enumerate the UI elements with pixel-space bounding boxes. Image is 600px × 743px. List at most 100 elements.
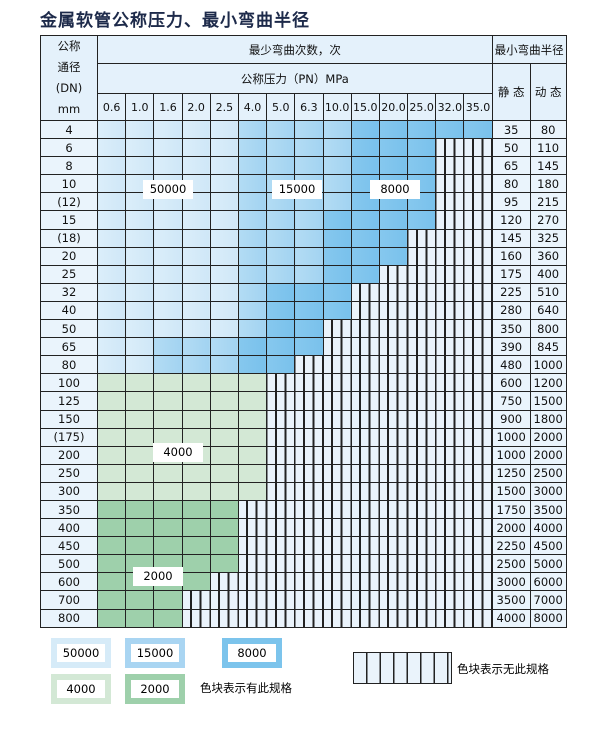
static-radius-cell: 225 (491, 282, 531, 302)
no-spec-cell (435, 192, 465, 212)
no-spec-cell (266, 572, 296, 592)
spec-cell-50000 (209, 246, 239, 266)
no-spec-cell (378, 572, 409, 592)
spec-cell-50000 (181, 156, 211, 176)
dynamic-radius-cell: 800 (529, 319, 567, 339)
no-spec-cell (378, 319, 409, 339)
spec-cell-2000 (181, 536, 211, 556)
spec-cell-8000 (322, 282, 352, 302)
spec-cell-50000 (96, 156, 127, 176)
no-spec-cell (463, 427, 493, 447)
spec-cell-15000 (266, 264, 296, 284)
no-spec-cell (407, 319, 437, 339)
table-row: 100 600 1200 (40, 373, 567, 393)
spec-cell-15000 (181, 337, 211, 357)
spec-cell-2000 (209, 554, 239, 574)
no-spec-cell (237, 608, 268, 628)
static-header: 静 态 (491, 63, 531, 121)
legend-2000: 2000 (125, 674, 185, 704)
spec-cell-50000 (125, 355, 155, 375)
dynamic-radius-cell: 180 (529, 174, 567, 194)
no-spec-cell (463, 590, 493, 610)
spec-cell-8000 (378, 228, 409, 248)
no-spec-cell (350, 409, 380, 429)
dn-header-line: (DN) (55, 81, 83, 95)
spec-cell-8000 (322, 210, 352, 230)
no-spec-cell (407, 264, 437, 284)
no-spec-cell (350, 319, 380, 339)
spec-cell-4000 (96, 481, 127, 501)
region-label-2000: 2000 (133, 567, 183, 586)
dn-cell: 32 (40, 282, 98, 302)
table-row: 125 750 1500 (40, 391, 567, 411)
legend-50000: 50000 (51, 638, 111, 668)
spec-cell-4000 (209, 445, 239, 465)
spec-cell-2000 (125, 590, 155, 610)
dynamic-radius-cell: 2000 (529, 445, 567, 465)
spec-cell-50000 (153, 156, 183, 176)
spec-cell-8000 (266, 282, 296, 302)
spec-cell-4000 (237, 481, 268, 501)
dn-cell: 200 (40, 445, 98, 465)
legend-has-spec-text: 色块表示有此规格 (200, 681, 292, 695)
dn-cell: 600 (40, 572, 98, 592)
cycles-header: 最少弯曲次数，次 (97, 35, 493, 64)
spec-cell-50000 (153, 264, 183, 284)
no-spec-cell (181, 590, 211, 610)
spec-cell-4000 (125, 373, 155, 393)
spec-cell-4000 (125, 481, 155, 501)
spec-cell-8000 (266, 337, 296, 357)
static-radius-cell: 160 (491, 246, 531, 266)
dynamic-radius-cell: 1500 (529, 391, 567, 411)
spec-cell-8000 (378, 156, 409, 176)
spec-cell-8000 (266, 319, 296, 339)
spec-cell-50000 (209, 138, 239, 158)
no-spec-cell (322, 499, 352, 520)
no-spec-cell (378, 499, 409, 520)
no-spec-cell (294, 409, 324, 429)
dn-cell: 400 (40, 518, 98, 538)
spec-cell-50000 (96, 210, 127, 230)
dynamic-radius-cell: 325 (529, 228, 567, 248)
no-spec-cell (294, 481, 324, 501)
no-spec-cell (266, 590, 296, 610)
spec-cell-4000 (237, 391, 268, 411)
spec-cell-15000 (322, 192, 352, 212)
region-label-15000: 15000 (272, 180, 322, 199)
spec-cell-2000 (209, 536, 239, 556)
no-spec-cell (378, 481, 409, 501)
static-radius-cell: 600 (491, 373, 531, 393)
spec-cell-8000 (350, 264, 380, 284)
spec-cell-4000 (153, 373, 183, 393)
spec-cell-50000 (181, 246, 211, 266)
no-spec-cell (322, 337, 352, 357)
spec-cell-8000 (378, 246, 409, 266)
no-spec-cell (407, 228, 437, 248)
no-spec-cell (350, 481, 380, 501)
table-row: 15 120 270 (40, 210, 567, 230)
spec-cell-15000 (294, 156, 324, 176)
static-radius-cell: 480 (491, 355, 531, 375)
spec-cell-8000 (435, 119, 465, 140)
no-spec-cell (266, 481, 296, 501)
dynamic-radius-cell: 360 (529, 246, 567, 266)
spec-cell-15000 (294, 246, 324, 266)
no-spec-cell (350, 337, 380, 357)
no-spec-cell (435, 391, 465, 411)
no-spec-cell (350, 518, 380, 538)
dn-cell: 25 (40, 264, 98, 284)
no-spec-cell (237, 536, 268, 556)
no-spec-cell (266, 373, 296, 393)
spec-cell-15000 (294, 210, 324, 230)
region-label-50000: 50000 (143, 180, 193, 199)
spec-cell-50000 (125, 228, 155, 248)
static-radius-cell: 175 (491, 264, 531, 284)
spec-cell-4000 (209, 427, 239, 447)
no-spec-cell (294, 463, 324, 483)
spec-cell-50000 (96, 300, 127, 321)
no-spec-cell (237, 518, 268, 538)
spec-cell-50000 (96, 264, 127, 284)
dynamic-radius-cell: 510 (529, 282, 567, 302)
spec-cell-2000 (125, 608, 155, 628)
spec-cell-8000 (407, 119, 437, 140)
